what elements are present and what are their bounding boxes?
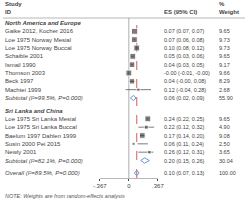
- svg-text:4.90: 4.90: [219, 124, 230, 130]
- svg-text:9.73: 9.73: [219, 37, 230, 43]
- svg-text:3.65: 3.65: [219, 149, 230, 155]
- svg-text:Beck 1997: Beck 1997: [5, 78, 34, 84]
- svg-text:Susin 2000 Pei 2015: Susin 2000 Pei 2015: [5, 141, 61, 147]
- svg-text:.367: .367: [152, 183, 164, 189]
- svg-text:0.06 (0.11, 0.24): 0.06 (0.11, 0.24): [164, 141, 204, 147]
- svg-text:55.90: 55.90: [219, 95, 233, 101]
- svg-text:0.12 (-0.04, 0.28): 0.12 (-0.04, 0.28): [164, 87, 206, 93]
- svg-text:Sri Lanka and China: Sri Lanka and China: [5, 108, 63, 114]
- svg-text:ES (95% CI): ES (95% CI): [164, 9, 197, 15]
- svg-text:8.29: 8.29: [219, 78, 230, 84]
- svg-text:0.22 (0.12, 0.32): 0.22 (0.12, 0.32): [164, 124, 205, 130]
- svg-text:Loe 1975 Norway Buccal: Loe 1975 Norway Buccal: [5, 45, 72, 51]
- svg-text:0.26 (0.12, 0.31): 0.26 (0.12, 0.31): [164, 149, 205, 155]
- svg-text:9.08: 9.08: [219, 133, 230, 139]
- svg-text:%Weight: %Weight: [219, 1, 239, 15]
- svg-text:0.07 (0.07, 0.07): 0.07 (0.07, 0.07): [164, 28, 205, 34]
- svg-text:Overall (I²=89.5%, P=0.000): Overall (I²=89.5%, P=0.000): [5, 170, 80, 176]
- svg-text:0: 0: [127, 183, 131, 189]
- svg-text:StudyID: StudyID: [5, 1, 22, 15]
- svg-text:2.68: 2.68: [219, 87, 230, 93]
- svg-text:Loe 1975 Sri Lanka Mesial: Loe 1975 Sri Lanka Mesial: [5, 116, 76, 122]
- svg-text:0.04 (0.03, 0.05): 0.04 (0.03, 0.05): [164, 62, 205, 68]
- svg-text:0.10 (0.07, 0.13): 0.10 (0.07, 0.13): [164, 170, 205, 176]
- svg-text:0.06 (0.02, 0.09): 0.06 (0.02, 0.09): [164, 95, 205, 101]
- svg-text:100.00: 100.00: [219, 170, 236, 176]
- svg-text:-0.00 (-0.01, -0.00): -0.00 (-0.01, -0.00): [164, 70, 210, 76]
- svg-text:Subtotal (I²=99.5%, P=0.000): Subtotal (I²=99.5%, P=0.000): [5, 95, 83, 101]
- svg-text:Thomson 2003: Thomson 2003: [5, 70, 46, 76]
- svg-text:9.65: 9.65: [219, 116, 230, 122]
- svg-text:Loe 1975 Norway Mesial: Loe 1975 Norway Mesial: [5, 37, 71, 43]
- svg-text:30.04: 30.04: [219, 158, 233, 164]
- svg-text:9.73: 9.73: [219, 45, 230, 51]
- svg-text:Baelum 1997 Dahlen 1999: Baelum 1997 Dahlen 1999: [5, 133, 77, 139]
- svg-text:9.65: 9.65: [219, 28, 230, 34]
- svg-text:Gaike 2012, Kocher 2016: Gaike 2012, Kocher 2016: [5, 28, 74, 34]
- svg-text:9.66: 9.66: [219, 70, 230, 76]
- svg-text:Loe 1975 Sri Lanka Buccal: Loe 1975 Sri Lanka Buccal: [5, 124, 77, 130]
- svg-text:0.10 (0.08, 0.12): 0.10 (0.08, 0.12): [164, 45, 205, 51]
- svg-text:0.24 (0.22, 0.25): 0.24 (0.22, 0.25): [164, 116, 205, 122]
- svg-text:2.50: 2.50: [219, 141, 230, 147]
- svg-text:9.65: 9.65: [219, 53, 230, 59]
- svg-text:Newly 2001: Newly 2001: [5, 149, 37, 155]
- svg-text:Ismail 1990: Ismail 1990: [5, 62, 36, 68]
- svg-text:Machtei 1999: Machtei 1999: [5, 87, 42, 93]
- svg-text:Subtotal (I²=82.1%, P=0.000): Subtotal (I²=82.1%, P=0.000): [5, 158, 83, 164]
- svg-text:9.17: 9.17: [219, 62, 230, 68]
- svg-text:-.367: -.367: [93, 183, 107, 189]
- svg-text:0.05 (0.03, 0.06): 0.05 (0.03, 0.06): [164, 53, 205, 59]
- svg-text:0.20 (0.15, 0.26): 0.20 (0.15, 0.26): [164, 158, 205, 164]
- svg-text:North America and Europe: North America and Europe: [5, 20, 81, 26]
- svg-text:0.07 (0.06, 0.08): 0.07 (0.06, 0.08): [164, 37, 205, 43]
- svg-text:0.04 (-0.00, 0.08): 0.04 (-0.00, 0.08): [164, 78, 206, 84]
- svg-text:NOTE: Weights are from random-: NOTE: Weights are from random-effects an…: [5, 193, 125, 199]
- svg-text:0.17 (0.14, 0.20): 0.17 (0.14, 0.20): [164, 133, 205, 139]
- svg-text:Schaible 2001: Schaible 2001: [5, 53, 44, 59]
